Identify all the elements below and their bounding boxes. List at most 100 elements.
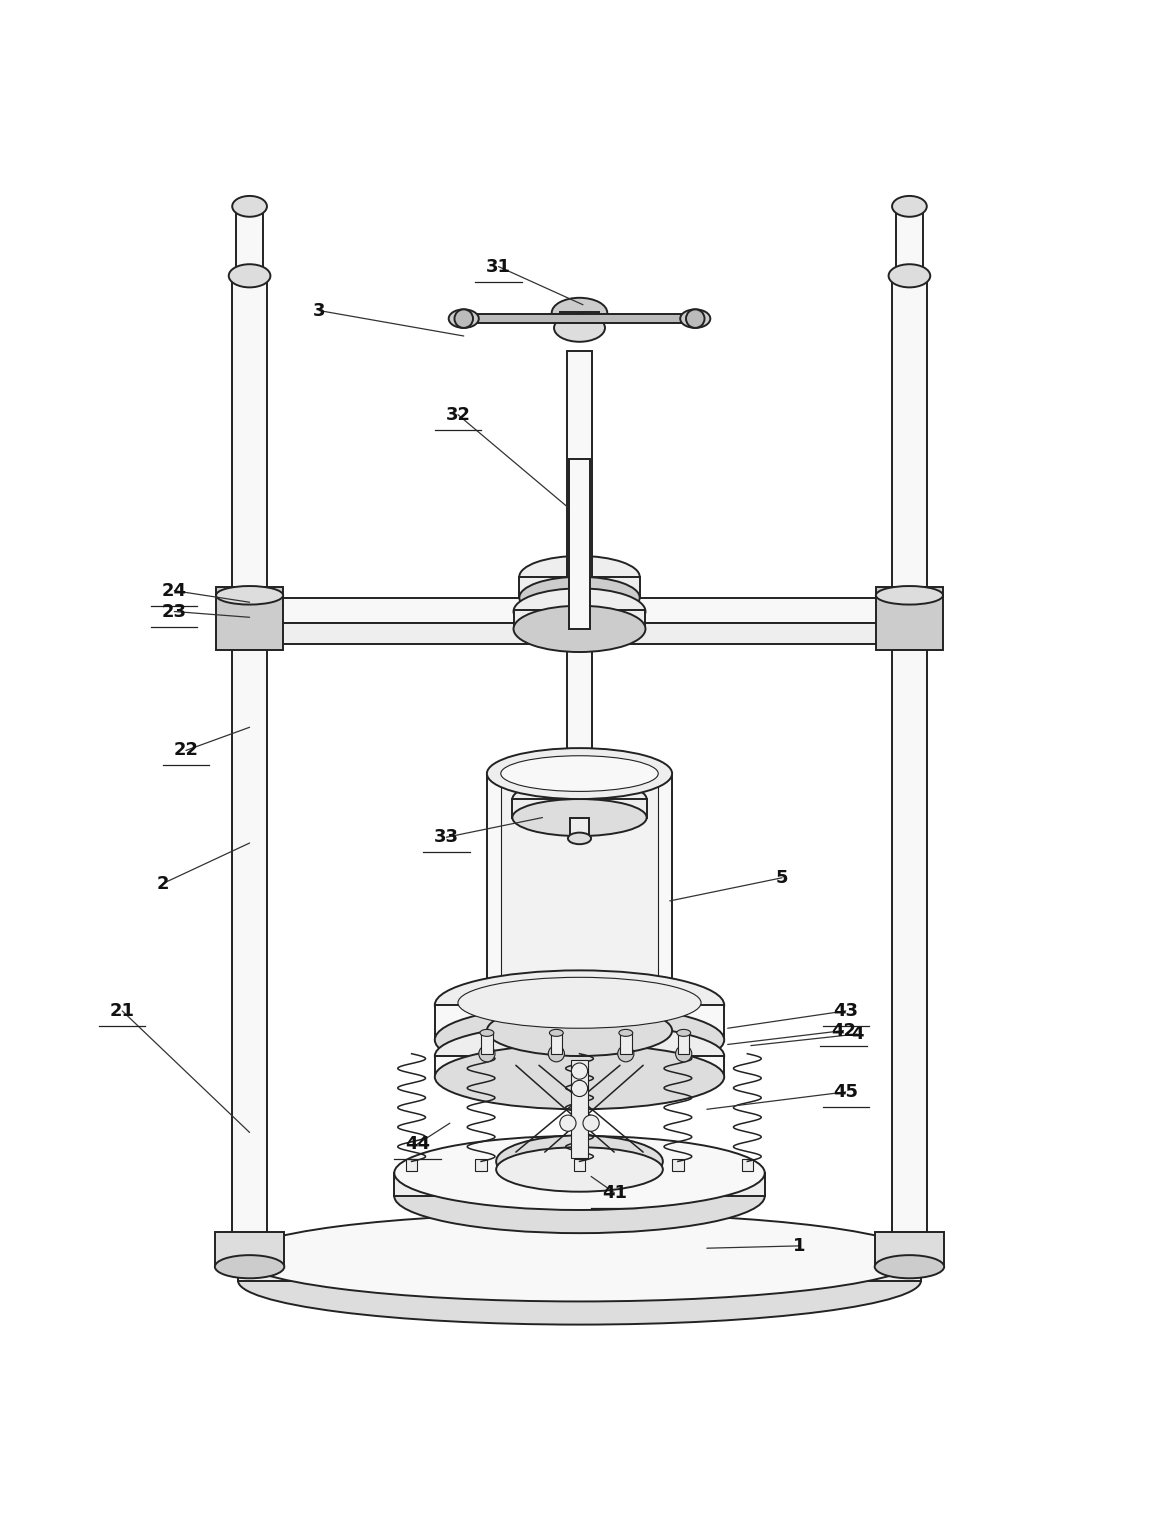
Text: 2: 2 [156,875,169,893]
Polygon shape [394,1173,765,1196]
Ellipse shape [554,314,605,341]
Ellipse shape [519,556,640,597]
Bar [560,312,599,328]
Bar [216,587,283,649]
Bar [214,1231,284,1266]
Ellipse shape [487,1006,672,1056]
Bar [678,1033,690,1053]
Bar [620,1033,632,1053]
Ellipse shape [435,1006,724,1074]
Ellipse shape [889,264,931,288]
Circle shape [686,309,705,328]
Ellipse shape [889,1236,931,1260]
Ellipse shape [214,1256,284,1279]
Ellipse shape [435,1024,724,1088]
Polygon shape [435,1056,724,1077]
Ellipse shape [228,264,270,288]
Bar [569,459,590,629]
Ellipse shape [216,587,283,605]
Text: 45: 45 [833,1084,859,1100]
Bar [892,276,927,1257]
Bar [243,623,916,645]
Text: 33: 33 [433,828,459,846]
Ellipse shape [892,197,927,216]
Bar [235,206,263,276]
Ellipse shape [875,1256,945,1279]
Circle shape [560,1116,576,1131]
Text: 41: 41 [602,1184,627,1201]
Ellipse shape [549,1029,563,1036]
Bar [742,1160,753,1170]
Circle shape [676,1045,692,1062]
Ellipse shape [232,197,267,216]
Ellipse shape [435,1044,724,1109]
Bar [876,587,943,649]
Circle shape [583,1116,599,1131]
Ellipse shape [394,1160,765,1233]
Bar [232,276,267,1257]
Circle shape [454,309,473,328]
Bar [672,1160,684,1170]
Text: 23: 23 [162,602,187,620]
Bar [551,1033,562,1053]
Ellipse shape [512,780,647,817]
Ellipse shape [513,588,646,634]
Bar [481,1033,493,1053]
Ellipse shape [435,971,724,1039]
Ellipse shape [568,832,591,844]
Circle shape [618,1045,634,1062]
Polygon shape [238,1257,921,1280]
Ellipse shape [458,977,701,1029]
Circle shape [571,1081,588,1097]
Ellipse shape [519,576,640,619]
Ellipse shape [677,1029,691,1036]
Ellipse shape [480,1029,494,1036]
Bar [571,1059,588,1158]
Ellipse shape [501,756,658,791]
Ellipse shape [513,605,646,652]
Circle shape [548,1045,564,1062]
Text: 44: 44 [404,1135,430,1154]
Ellipse shape [619,1029,633,1036]
Text: 5: 5 [775,869,788,887]
Text: 31: 31 [486,258,511,276]
Text: 42: 42 [831,1021,857,1039]
Polygon shape [435,1006,724,1039]
Ellipse shape [876,587,943,605]
Ellipse shape [487,748,672,799]
Ellipse shape [512,799,647,837]
Ellipse shape [449,309,479,328]
Bar [501,774,658,1030]
Ellipse shape [496,1148,663,1192]
Bar [574,1160,585,1170]
Text: 32: 32 [445,405,471,424]
Ellipse shape [394,1135,765,1210]
Circle shape [571,1062,588,1079]
Text: 24: 24 [162,582,187,599]
Bar [406,1160,417,1170]
Ellipse shape [496,1135,663,1187]
Bar [243,597,916,623]
Text: 21: 21 [110,1001,134,1020]
Polygon shape [512,799,647,817]
Text: 22: 22 [174,741,198,759]
Bar [475,1160,487,1170]
Bar [487,774,672,1030]
Bar [519,576,640,597]
Ellipse shape [228,1236,270,1260]
Text: 43: 43 [833,1001,859,1020]
Ellipse shape [552,297,607,328]
Bar [513,610,646,629]
Ellipse shape [680,309,710,328]
Bar [464,314,695,323]
Bar [567,351,592,576]
Bar [570,817,589,838]
Text: 3: 3 [313,302,326,320]
Bar [875,1231,945,1266]
Bar [567,626,592,799]
Ellipse shape [238,1213,921,1301]
Circle shape [479,1045,495,1062]
Text: 1: 1 [793,1237,806,1254]
Text: 4: 4 [851,1026,863,1042]
Ellipse shape [238,1236,921,1324]
